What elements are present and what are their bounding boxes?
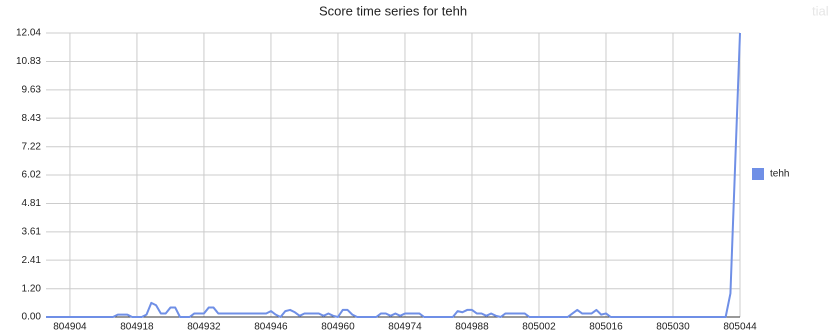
y-tick-label: 4.81 (22, 198, 42, 209)
x-tick-label: 805044 (723, 322, 757, 333)
y-tick-label: 8.43 (22, 113, 42, 124)
y-tick-label: 6.02 (22, 170, 42, 181)
x-tick-label: 804960 (321, 322, 355, 333)
y-tick-label: 3.61 (22, 226, 42, 237)
x-tick-label: 804946 (254, 322, 288, 333)
x-tick-label: 805030 (656, 322, 690, 333)
x-tick-label: 804904 (53, 322, 87, 333)
y-tick-label: 1.20 (22, 283, 42, 294)
x-tick-label: 804974 (388, 322, 422, 333)
x-tick-label: 804988 (455, 322, 489, 333)
y-tick-label: 0.00 (22, 312, 42, 323)
y-tick-label: 2.41 (22, 255, 42, 266)
x-tick-label: 805016 (589, 322, 623, 333)
annotation: tial (812, 3, 829, 18)
chart-title: Score time series for tehh (319, 3, 467, 18)
y-tick-label: 7.22 (22, 141, 42, 152)
y-tick-label: 9.63 (22, 84, 42, 95)
y-tick-label: 10.83 (16, 56, 41, 67)
x-tick-label: 804918 (120, 322, 154, 333)
legend-swatch (752, 168, 764, 180)
legend-label: tehh (770, 169, 789, 180)
line-series (46, 32, 741, 318)
y-tick-label: 12.04 (16, 28, 41, 39)
x-tick-label: 805002 (522, 322, 556, 333)
x-tick-label: 804932 (187, 322, 221, 333)
